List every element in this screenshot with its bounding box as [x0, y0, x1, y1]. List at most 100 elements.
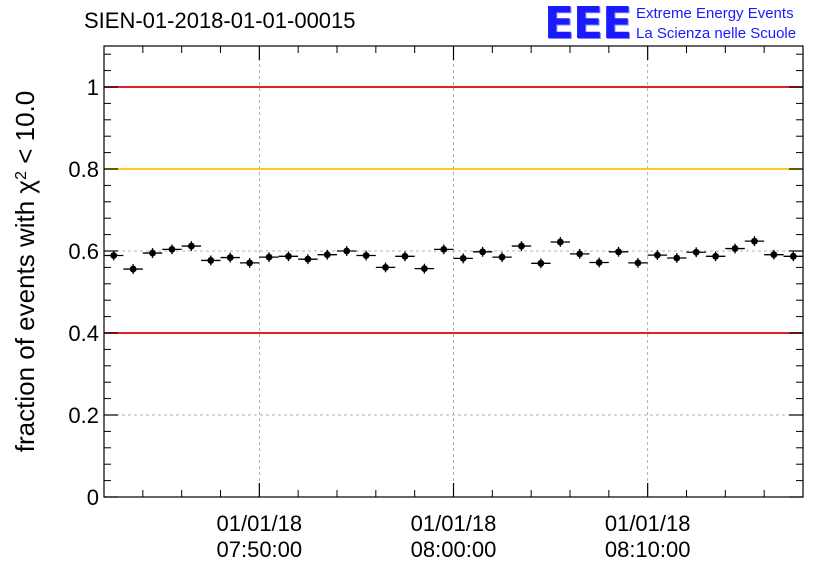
- data-point: [239, 257, 260, 268]
- y-axis-label: fraction of events with χ2 < 10.0: [10, 91, 40, 452]
- x-tick-label-time: 08:10:00: [605, 537, 691, 562]
- y-axis-label-sup: 2: [13, 171, 30, 180]
- data-marker: [440, 245, 448, 253]
- chart-title: SIEN-01-2018-01-01-00015: [84, 8, 356, 33]
- data-marker: [731, 245, 739, 252]
- y-tick-label: 0: [87, 485, 99, 510]
- data-point: [181, 241, 202, 251]
- y-axis-label-suffix: < 10.0: [10, 91, 40, 171]
- data-point: [162, 244, 182, 255]
- data-marker: [207, 257, 215, 264]
- data-marker: [304, 255, 312, 263]
- data-marker: [382, 264, 389, 271]
- data-marker: [226, 254, 234, 261]
- data-point: [705, 251, 726, 262]
- data-marker: [343, 247, 351, 255]
- data-marker: [556, 238, 564, 246]
- x-axis: 01/01/1807:50:0001/01/1808:00:0001/01/18…: [142, 46, 765, 562]
- data-point: [686, 247, 706, 258]
- y-tick-label: 0.4: [68, 321, 99, 346]
- data-point: [628, 257, 648, 268]
- data-point: [298, 254, 318, 265]
- data-point: [104, 250, 124, 261]
- data-point: [531, 258, 551, 269]
- data-point: [472, 246, 493, 257]
- data-point: [783, 251, 803, 262]
- grid: [104, 46, 803, 498]
- data-point: [337, 246, 357, 256]
- data-marker: [751, 237, 758, 245]
- x-tick-label-date: 01/01/18: [605, 511, 691, 536]
- data-point: [317, 249, 337, 260]
- y-axis-label-chi: χ: [10, 180, 40, 194]
- data-marker: [712, 252, 720, 260]
- eee-logo: EEE Extreme Energy Events La Scienza nel…: [544, 2, 834, 48]
- data-marker: [362, 252, 370, 259]
- data-marker: [615, 248, 622, 256]
- data-point: [395, 251, 415, 262]
- data-marker: [246, 259, 254, 267]
- data-point: [725, 243, 745, 254]
- data-point: [492, 252, 512, 263]
- data-marker: [770, 251, 778, 259]
- data-marker: [401, 252, 409, 260]
- data-marker: [634, 259, 642, 267]
- data-marker: [285, 252, 292, 260]
- data-point: [570, 248, 590, 259]
- y-tick-label: 1: [87, 75, 99, 100]
- x-tick-label-time: 07:50:00: [217, 537, 303, 562]
- y-tick-label: 0.6: [68, 239, 99, 264]
- data-point: [434, 244, 454, 255]
- data-marker: [187, 242, 195, 250]
- data-point: [764, 249, 784, 260]
- data-marker: [265, 253, 273, 261]
- data-marker: [149, 249, 156, 257]
- data-marker: [420, 265, 428, 273]
- data-marker: [168, 245, 176, 253]
- data-point: [201, 255, 221, 266]
- logo-line-2: La Scienza nelle Scuole: [636, 25, 797, 42]
- data-point: [278, 251, 299, 262]
- data-point: [142, 248, 163, 258]
- data-marker: [110, 252, 118, 259]
- data-marker: [518, 242, 525, 250]
- data-point: [453, 253, 473, 264]
- data-points: [104, 236, 803, 274]
- data-marker: [576, 250, 584, 258]
- data-point: [375, 262, 396, 273]
- data-marker: [653, 251, 661, 259]
- y-axis-label-prefix: fraction of events with: [10, 194, 40, 453]
- data-point: [220, 252, 240, 263]
- data-marker: [789, 252, 797, 260]
- data-marker: [323, 251, 331, 259]
- x-tick-label-time: 08:00:00: [411, 537, 497, 562]
- data-marker: [129, 265, 137, 273]
- data-point: [414, 263, 435, 274]
- data-point: [647, 250, 668, 261]
- data-marker: [537, 259, 545, 267]
- data-point: [608, 246, 629, 257]
- data-point: [744, 236, 765, 247]
- data-point: [123, 264, 143, 274]
- reference-lines: [104, 86, 803, 334]
- data-point: [511, 241, 532, 251]
- data-point: [589, 257, 609, 268]
- data-marker: [459, 254, 467, 262]
- data-marker: [479, 248, 487, 256]
- y-axis: 0 0.2 0.4 0.6 0.8 1: [68, 53, 803, 510]
- data-point: [550, 237, 570, 247]
- data-marker: [692, 248, 700, 256]
- data-marker: [595, 259, 603, 266]
- data-marker: [498, 253, 506, 261]
- y-tick-label: 0.2: [68, 403, 99, 428]
- data-point: [356, 250, 376, 261]
- data-point: [259, 252, 279, 263]
- data-marker: [673, 254, 681, 262]
- eee-logo-mark: EEE: [544, 0, 632, 49]
- x-tick-label-date: 01/01/18: [217, 511, 303, 536]
- logo-line-1: Extreme Energy Events: [636, 5, 794, 22]
- data-point: [667, 253, 687, 263]
- y-tick-label: 0.8: [68, 157, 99, 182]
- x-tick-label-date: 01/01/18: [411, 511, 497, 536]
